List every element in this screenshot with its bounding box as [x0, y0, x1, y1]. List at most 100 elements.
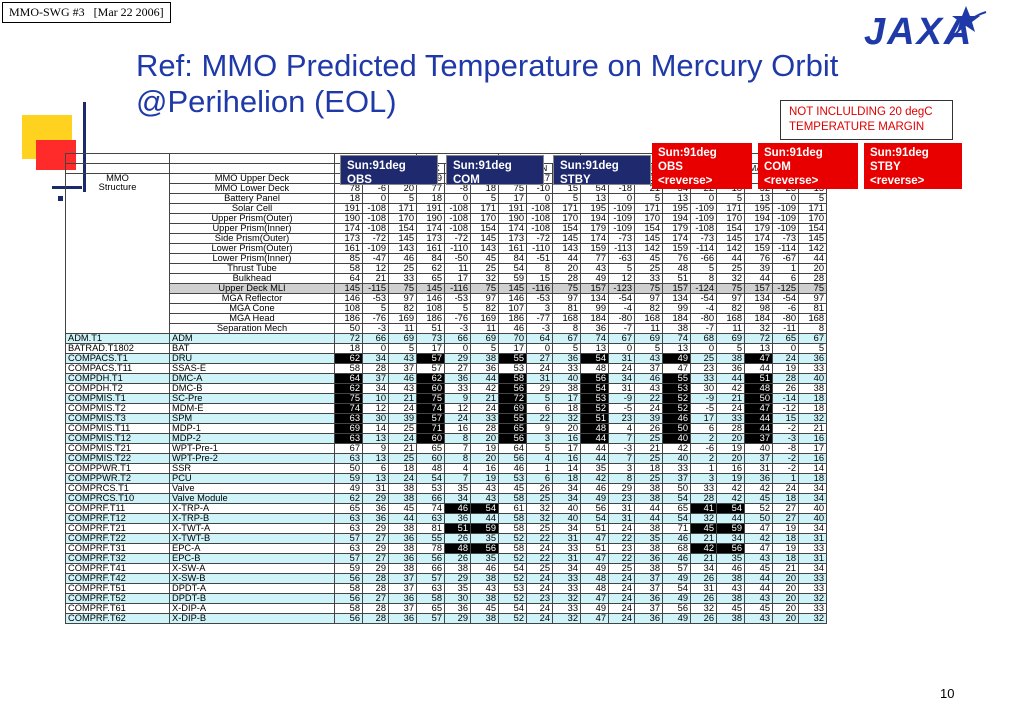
value-cell: 186 — [416, 313, 445, 324]
value-cell: 78 — [416, 543, 445, 554]
value-cell: 179 — [662, 223, 691, 234]
component-name: SSAS-E — [169, 363, 335, 374]
value-cell: 37 — [634, 363, 663, 374]
value-cell: 55 — [498, 413, 527, 424]
value-cell: 3 — [690, 473, 717, 484]
value-cell: 51 — [444, 523, 471, 534]
value-cell: 38 — [388, 483, 417, 494]
value-cell: 0 — [608, 343, 635, 354]
table-row: COMPMIS.T2 MDM-E 74 12 24 74 12 24 69 6 18 52 -5 24 52… — [65, 403, 827, 414]
value-cell: 32 — [526, 513, 553, 524]
value-cell: 24 — [716, 403, 745, 414]
value-cell: 61 — [498, 503, 527, 514]
component-id: COMPACS.T11 — [65, 363, 170, 374]
value-cell: 46 — [634, 373, 663, 384]
value-cell: 36 — [362, 513, 389, 524]
table-row: Separation Mech 50 -3 11 51 -3 11 46 -3 8 36 -7 11 38… — [66, 323, 827, 334]
value-cell: 33 — [388, 273, 417, 284]
value-cell: 74 — [416, 403, 445, 414]
value-cell: 31 — [798, 553, 827, 564]
value-cell: -2 — [772, 423, 799, 434]
value-cell: 49 — [334, 483, 363, 494]
value-cell: 7 — [444, 473, 471, 484]
value-cell: 40 — [744, 443, 773, 454]
value-cell: 170 — [798, 213, 827, 224]
value-cell: 45 — [690, 523, 717, 534]
meeting-date: [Mar 22 2006] — [93, 5, 164, 19]
value-cell: 60 — [416, 383, 445, 394]
value-cell: 36 — [388, 533, 417, 544]
value-cell: 159 — [580, 243, 609, 254]
value-cell: 51 — [580, 523, 609, 534]
value-cell: 16 — [444, 423, 471, 434]
component-id: COMPRF.T12 — [65, 513, 170, 524]
value-cell: 179 — [580, 223, 609, 234]
value-cell: 47 — [580, 533, 609, 544]
value-cell: 49 — [580, 603, 609, 614]
value-cell: 62 — [334, 493, 363, 504]
value-cell: 18 — [334, 193, 363, 204]
value-cell: 195 — [744, 203, 773, 214]
value-cell: 11 — [634, 323, 663, 334]
value-cell: -123 — [608, 283, 635, 294]
value-cell: 38 — [444, 563, 471, 574]
value-cell: 33 — [552, 363, 581, 374]
value-cell: 23 — [608, 413, 635, 424]
value-cell: 38 — [716, 353, 745, 364]
value-cell: -14 — [772, 393, 799, 404]
value-cell: 56 — [498, 453, 527, 464]
value-cell: 38 — [470, 613, 499, 624]
value-cell: -125 — [772, 283, 799, 294]
value-cell: -3 — [608, 443, 635, 454]
value-cell: 48 — [744, 383, 773, 394]
value-cell: 44 — [716, 253, 745, 264]
value-cell: 45 — [744, 603, 773, 614]
component-name: ADM — [169, 333, 335, 344]
component-name: SC-Pre — [169, 393, 335, 404]
component-id: COMPRF.T41 — [65, 563, 170, 574]
value-cell: 32 — [526, 503, 553, 514]
value-cell: 53 — [580, 393, 609, 404]
value-cell: 5 — [526, 443, 553, 454]
value-cell: 20 — [772, 613, 799, 624]
table-row: Upper Prism(Inner) 174 -108 154 174 -108 154 17… — [66, 223, 827, 234]
value-cell: -114 — [772, 243, 799, 254]
value-cell: 62 — [416, 373, 445, 384]
value-cell: 36 — [716, 363, 745, 374]
value-cell: 46 — [444, 503, 471, 514]
value-cell: 142 — [716, 243, 745, 254]
value-cell: 45 — [470, 253, 499, 264]
value-cell: 28 — [362, 573, 389, 584]
value-cell: 35 — [444, 583, 471, 594]
value-cell: 32 — [798, 613, 827, 624]
value-cell: -6 — [772, 303, 799, 314]
table-row: COMPRCS.T1 Valve 49 31 38 53 35 43 45 26 34 46 29 38 5… — [65, 483, 827, 494]
value-cell: 56 — [498, 383, 527, 394]
value-cell: 30 — [362, 413, 389, 424]
condition-line1: Sun:91deg — [453, 160, 512, 172]
value-cell: 58 — [334, 363, 363, 374]
value-cell: 27 — [526, 353, 553, 364]
value-cell: 75 — [470, 283, 499, 294]
row-name: Upper Prism(Inner) — [169, 223, 335, 234]
value-cell: 54 — [662, 493, 691, 504]
value-cell: -109 — [608, 213, 635, 224]
value-cell: 54 — [662, 513, 691, 524]
component-name: MDP-1 — [169, 423, 335, 434]
value-cell: 65 — [334, 503, 363, 514]
value-cell: 99 — [662, 303, 691, 314]
value-cell: 18 — [552, 403, 581, 414]
value-cell: 67 — [334, 443, 363, 454]
component-name: Valve Module — [169, 493, 335, 504]
value-cell: 60 — [416, 433, 445, 444]
value-cell: 58 — [498, 543, 527, 554]
value-cell: 82 — [388, 303, 417, 314]
value-cell: -76 — [362, 313, 389, 324]
value-cell: 58 — [498, 493, 527, 504]
mmo-label: MMO — [106, 173, 129, 183]
value-cell: 51 — [744, 373, 773, 384]
decor-vertical-line — [83, 102, 86, 192]
value-cell: -108 — [690, 223, 717, 234]
value-cell: 54 — [416, 473, 445, 484]
value-cell: 44 — [798, 253, 827, 264]
